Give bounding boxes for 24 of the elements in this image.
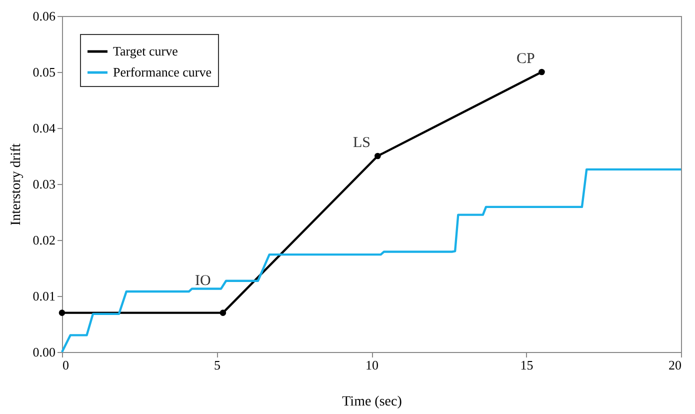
y-tick-label: 0.05 (32, 64, 56, 80)
x-tick-label: 5 (214, 358, 220, 372)
x-tick-label: 10 (366, 358, 378, 372)
point (58, 310, 66, 316)
y-tick-label: 0.03 (32, 176, 56, 192)
point (374, 152, 381, 160)
y-axis-title: Interstory drift (8, 143, 24, 226)
legend-label: Performance curve (113, 64, 212, 80)
x-tick-label: 15 (520, 358, 534, 372)
x-tick-label: 20 (668, 358, 682, 372)
y-tick-label: 0.00 (32, 344, 56, 360)
legend-label: Target curve (113, 44, 178, 58)
annotation: IO (195, 272, 212, 289)
y-tick-label: 0.02 (32, 232, 56, 248)
y-tick-label: 0.01 (32, 288, 56, 304)
point (220, 310, 226, 316)
annotation: CP (516, 51, 535, 67)
x-tick-label: 0 (62, 358, 69, 372)
annotation: LS (352, 135, 370, 151)
y-tick-label: 0.04 (32, 120, 56, 136)
line-series (60, 168, 682, 354)
x-axis-title: Time (sec) (342, 394, 402, 410)
point (538, 68, 545, 76)
y-tick-label: 0.06 (32, 8, 56, 24)
